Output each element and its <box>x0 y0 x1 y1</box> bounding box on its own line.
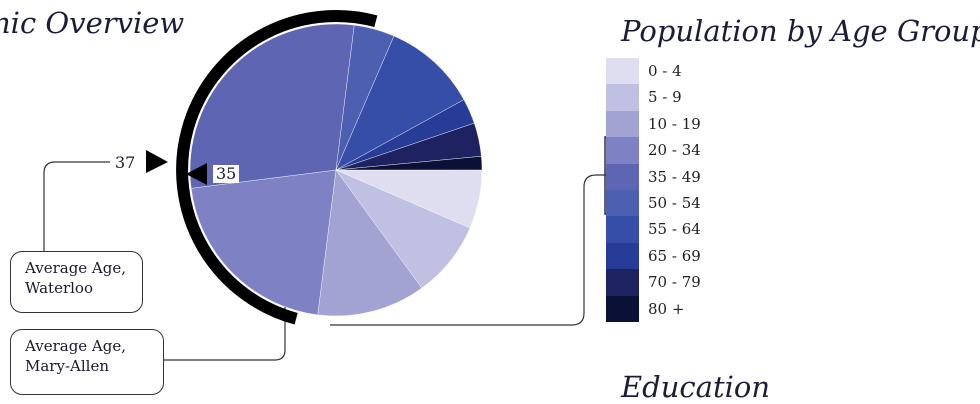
overview-title: nic Overview <box>0 6 185 40</box>
legend-label: 70 - 79 <box>648 273 701 292</box>
callout-average-age-waterloo: Average Age, Waterloo <box>10 251 143 313</box>
average-age-mary-allen-value: 35 <box>213 165 240 183</box>
callout-average-age-mary-allen: Average Age, Mary-Allen <box>10 329 164 395</box>
legend-swatch <box>606 110 639 138</box>
legend-label: 5 - 9 <box>648 88 682 107</box>
connector-waterloo <box>43 161 110 251</box>
legend-swatch <box>606 137 639 164</box>
pie-slice-10-19 <box>317 169 423 317</box>
callout-maryallen-line2: Mary-Allen <box>25 357 109 375</box>
legend-label: 20 - 34 <box>648 141 701 160</box>
connector-legend <box>330 174 606 326</box>
legend-swatch <box>606 295 639 322</box>
pie-slice-20-34 <box>190 169 337 316</box>
age-range-arc <box>176 10 378 325</box>
legend-swatch <box>606 189 639 217</box>
average-age-waterloo-value: 37 <box>112 154 139 172</box>
legend-label: 55 - 64 <box>648 220 701 239</box>
marker-waterloo <box>146 150 168 173</box>
pie-slice-80-plus <box>335 156 483 171</box>
legend-label: 10 - 19 <box>648 114 701 133</box>
callout-waterloo-line1: Average Age, <box>25 259 127 277</box>
legend-swatch <box>606 163 639 190</box>
legend-swatch <box>606 84 639 111</box>
legend-swatch <box>606 242 639 270</box>
population-title: Population by Age Group <box>621 14 980 48</box>
callout-maryallen-line1: Average Age, <box>25 337 127 355</box>
marker-mary-allen <box>186 163 207 185</box>
legend-label: 80 + <box>648 299 685 318</box>
legend-swatch <box>606 216 639 243</box>
legend-swatch <box>606 269 639 296</box>
callout-waterloo-line2: Waterloo <box>25 279 93 297</box>
legend-label: 0 - 4 <box>648 62 682 80</box>
legend-label: 65 - 69 <box>648 246 701 265</box>
legend-label: 35 - 49 <box>648 167 701 186</box>
pie-slice-35-49 <box>189 23 355 189</box>
legend-label: 50 - 54 <box>648 193 701 212</box>
legend-swatch <box>606 58 639 85</box>
